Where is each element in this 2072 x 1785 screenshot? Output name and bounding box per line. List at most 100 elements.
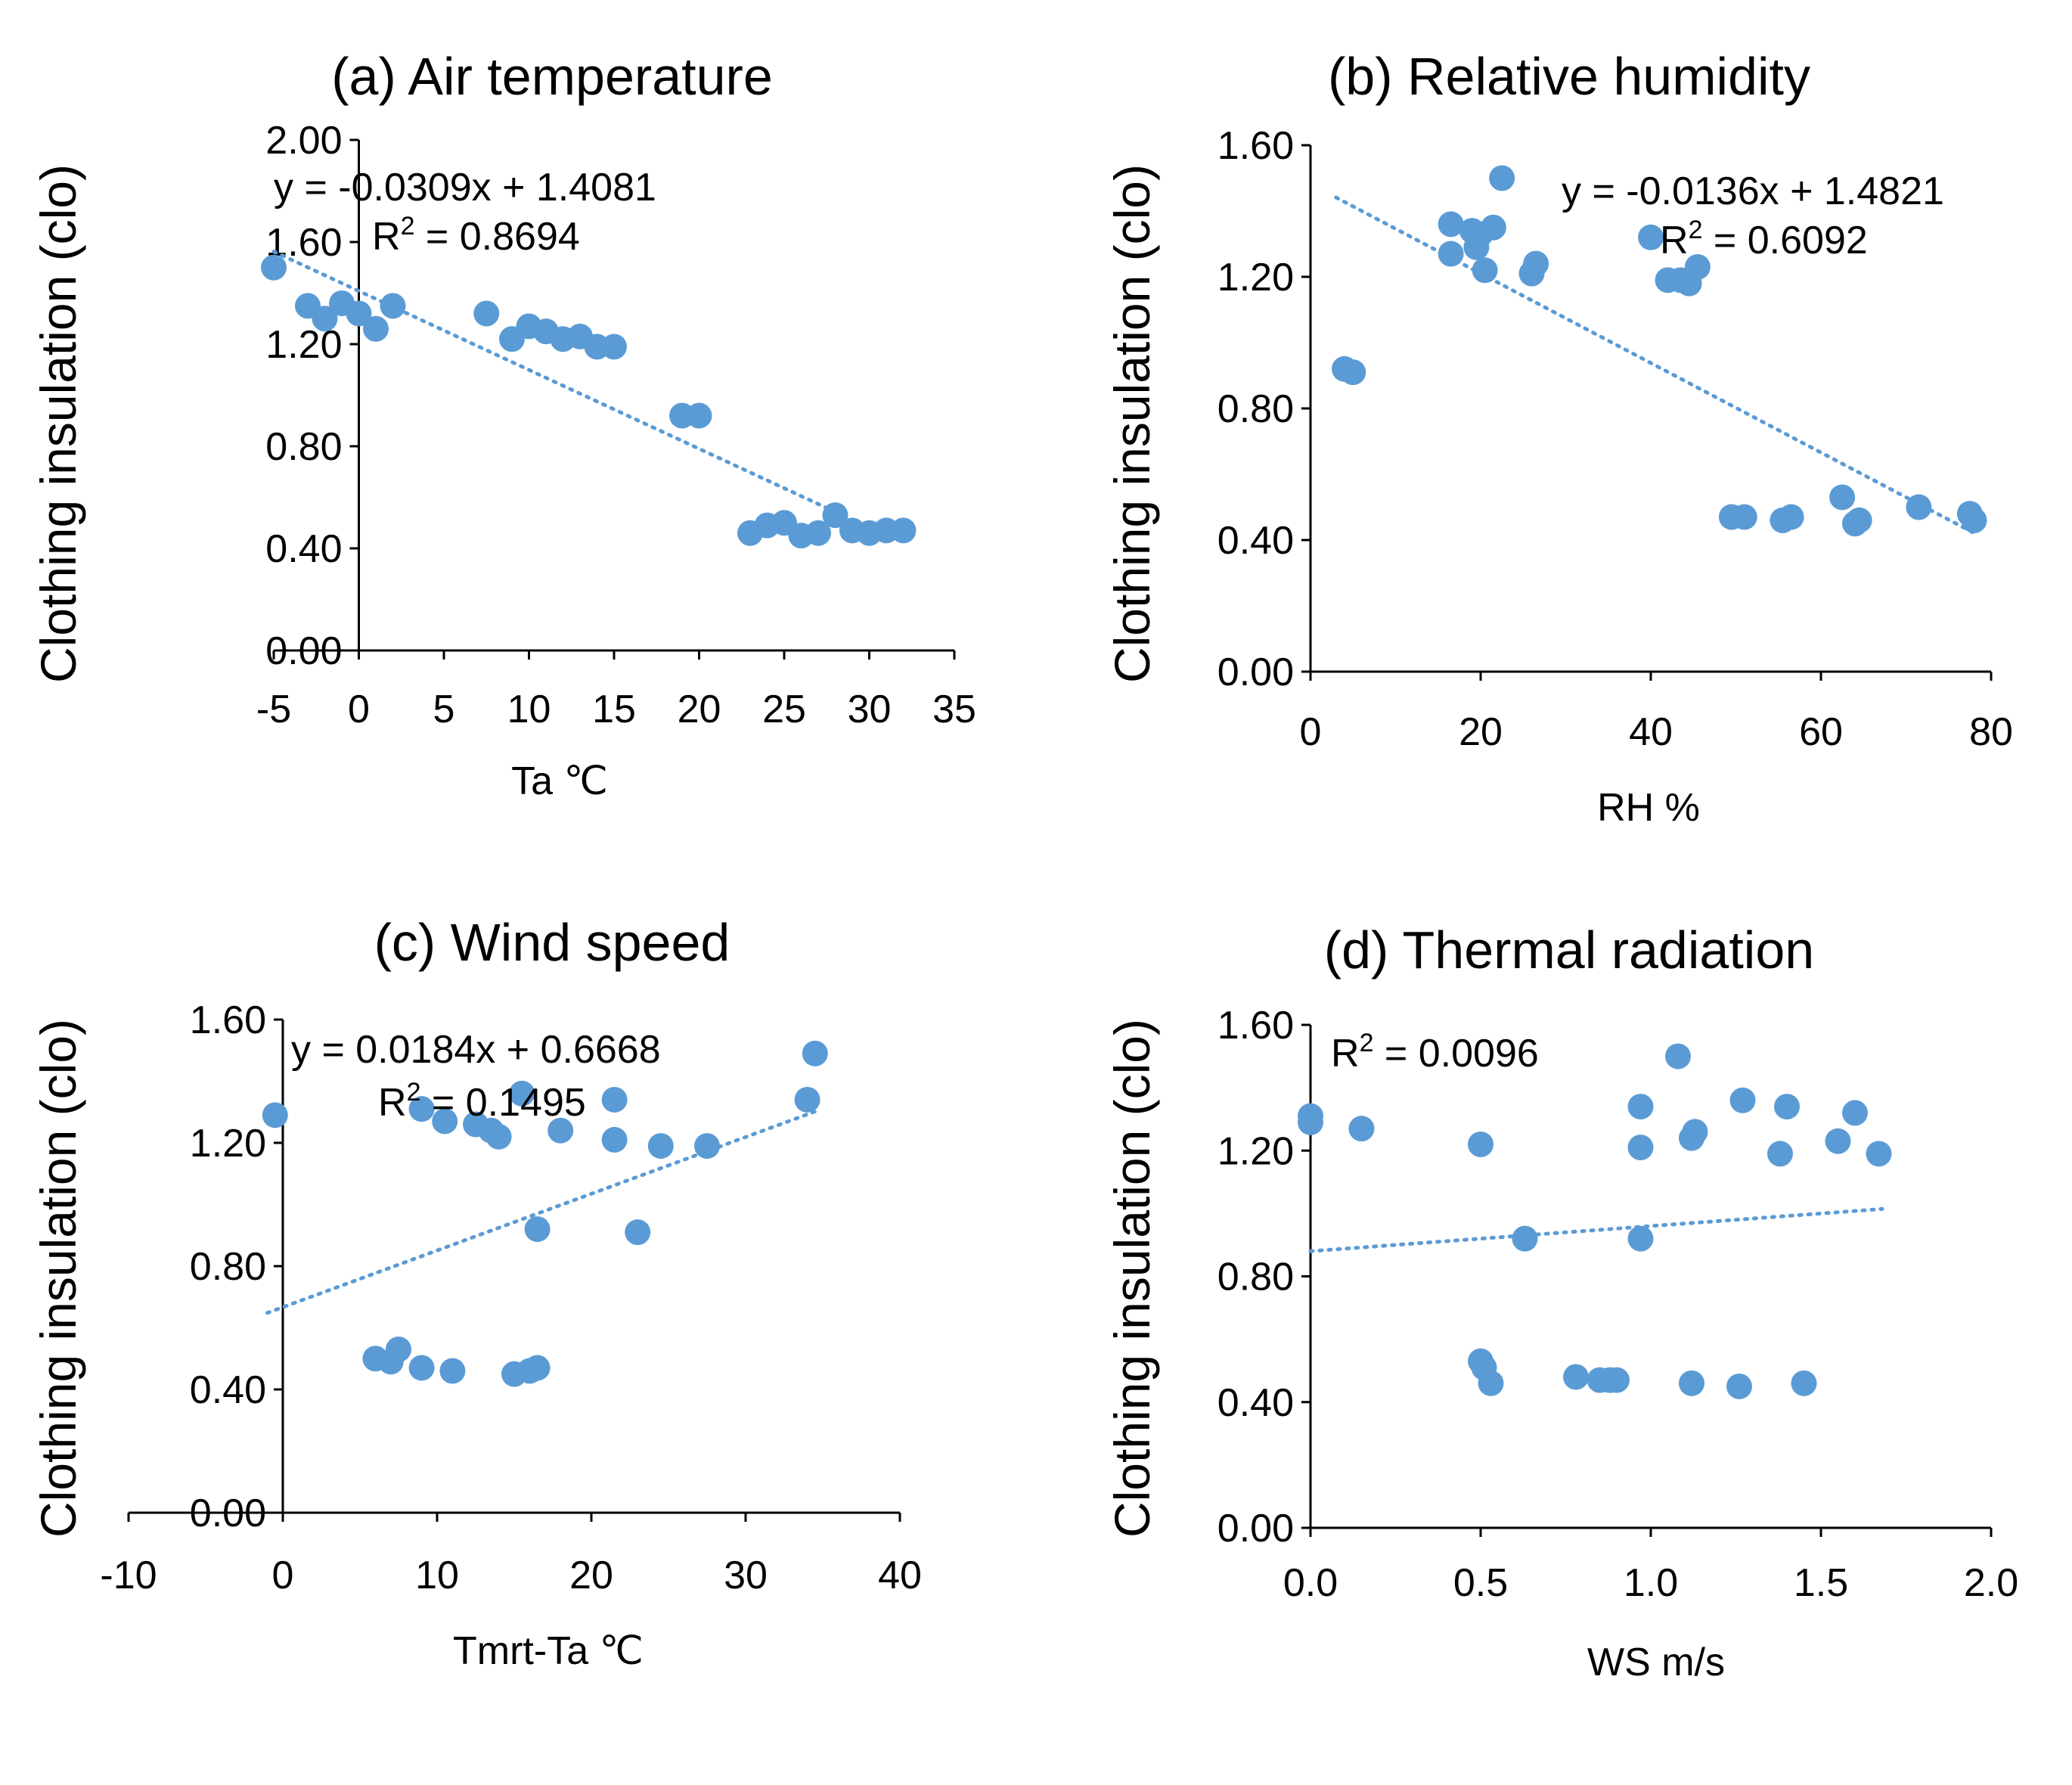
data-point — [1774, 1094, 1800, 1120]
y-tick-label: 0.00 — [1217, 650, 1294, 694]
r-squared-value: = 0.0096 — [1373, 1032, 1538, 1076]
data-point — [1731, 504, 1757, 530]
y-axis-label: Clothing insulation (clo) — [30, 1019, 86, 1538]
data-point — [1726, 1373, 1752, 1399]
y-tick-label: 0.80 — [1217, 387, 1294, 431]
r-squared-prefix: R — [1660, 219, 1689, 262]
data-point — [1340, 359, 1366, 386]
data-point — [1468, 1131, 1494, 1157]
trend-line — [265, 1110, 817, 1315]
chart-title: (a) Air temperature — [331, 47, 773, 106]
x-tick-label: 0.0 — [1283, 1561, 1338, 1605]
y-tick-label: 0.00 — [265, 629, 342, 673]
data-point — [1846, 507, 1872, 533]
y-axis-label: Clothing insulation (clo) — [30, 164, 86, 683]
y-tick-label: 1.20 — [1217, 256, 1294, 300]
r-squared: R2 = 0.1495 — [378, 1078, 586, 1125]
data-point — [346, 300, 372, 327]
x-tick-label: 5 — [433, 688, 455, 731]
data-point — [524, 1216, 551, 1243]
data-point — [1665, 1043, 1691, 1069]
data-point — [1679, 1370, 1704, 1396]
r-squared-prefix: R — [1331, 1032, 1360, 1076]
data-point — [1604, 1367, 1630, 1393]
y-tick-label: 0.40 — [1217, 519, 1294, 563]
y-tick-label: 0.00 — [190, 1492, 266, 1535]
trend-line — [1308, 1206, 1884, 1253]
data-point — [1512, 1225, 1538, 1252]
y-tick-label: 0.80 — [1217, 1256, 1294, 1299]
data-point — [1627, 1135, 1654, 1161]
y-tick-label: 1.20 — [1217, 1129, 1294, 1173]
data-point — [1638, 224, 1664, 250]
data-point — [890, 517, 917, 544]
data-point — [805, 520, 831, 546]
y-axis-label: Clothing insulation (clo) — [1104, 164, 1160, 683]
chart-title: (b) Relative humidity — [1328, 47, 1810, 106]
data-point — [1348, 1116, 1375, 1142]
data-point — [1489, 165, 1515, 191]
x-axis-label: Tmrt-Ta ℃ — [453, 1629, 644, 1673]
y-tick-label: 0.80 — [190, 1245, 266, 1289]
r-squared: R2 = 0.0096 — [1331, 1029, 1539, 1076]
r-squared-value: = 0.6092 — [1702, 219, 1867, 262]
data-point — [1563, 1364, 1589, 1390]
r-squared-superscript: 2 — [407, 1078, 421, 1107]
data-point — [1298, 1109, 1323, 1135]
data-point — [524, 1355, 551, 1381]
x-axis-label: WS m/s — [1587, 1641, 1725, 1684]
data-point — [1523, 250, 1549, 277]
data-point — [262, 1102, 288, 1128]
x-tick-label: 15 — [592, 688, 636, 731]
y-tick-label: 0.40 — [1217, 1381, 1294, 1425]
r-squared: R2 = 0.6092 — [1660, 216, 1868, 262]
data-point — [1438, 241, 1464, 267]
x-axis-label: RH % — [1597, 786, 1700, 830]
chart-title: (c) Wind speed — [374, 913, 730, 972]
x-tick-label: 60 — [1799, 710, 1843, 754]
data-point — [473, 300, 500, 327]
x-tick-label: 0 — [348, 688, 370, 731]
x-tick-label: 0.5 — [1453, 1561, 1508, 1605]
data-point — [794, 1086, 820, 1113]
y-tick-label: 2.00 — [265, 119, 342, 163]
x-tick-label: 25 — [762, 688, 806, 731]
data-point — [1842, 1100, 1868, 1126]
data-point — [408, 1355, 435, 1381]
y-tick-label: 0.00 — [1217, 1507, 1294, 1551]
data-point — [802, 1040, 828, 1066]
data-point — [694, 1133, 720, 1159]
data-point — [686, 402, 712, 429]
panel-b: (b) Relative humidity Clothing insulation… — [1104, 47, 2013, 830]
x-tick-label: 20 — [569, 1554, 613, 1597]
data-point — [601, 1086, 628, 1113]
data-point — [261, 254, 287, 281]
y-tick-label: 0.80 — [265, 425, 342, 469]
data-point — [1791, 1370, 1817, 1396]
x-tick-label: 2.0 — [1964, 1561, 2018, 1605]
x-tick-label: 30 — [724, 1554, 768, 1597]
panel-d: (d) Thermal radiation Clothing insulation… — [1104, 920, 2018, 1684]
r-squared-superscript: 2 — [1360, 1029, 1374, 1057]
data-point — [363, 315, 389, 342]
data-point — [1438, 211, 1464, 237]
data-point — [432, 1108, 458, 1135]
x-tick-label: 20 — [678, 688, 721, 731]
data-point — [601, 1126, 628, 1153]
data-point — [1961, 507, 1987, 533]
x-tick-label: 35 — [932, 688, 976, 731]
x-tick-label: 0 — [272, 1554, 294, 1597]
r-squared-superscript: 2 — [1689, 216, 1703, 244]
r-squared-value: = 0.8694 — [414, 215, 579, 259]
x-tick-label: 0 — [1300, 710, 1322, 754]
y-tick-label: 1.60 — [190, 998, 266, 1042]
data-point — [1472, 257, 1498, 284]
r-squared-superscript: 2 — [401, 212, 415, 241]
x-tick-label: 40 — [878, 1554, 922, 1597]
data-point — [1906, 494, 1932, 520]
y-tick-label: 1.20 — [190, 1122, 266, 1166]
data-point — [1478, 1370, 1504, 1396]
data-point — [380, 293, 406, 319]
x-tick-label: 80 — [1969, 710, 2013, 754]
